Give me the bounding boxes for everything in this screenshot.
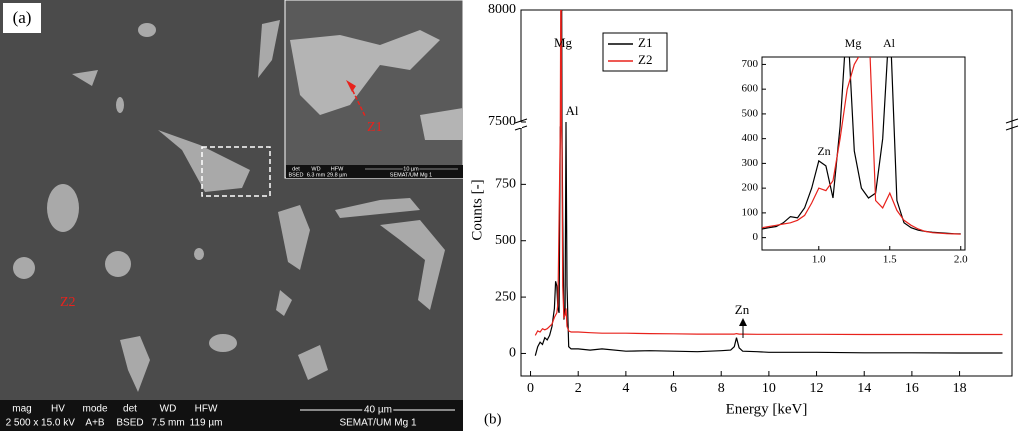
x-axis-title: Energy [keV] xyxy=(726,401,808,417)
zone-label: Z2 xyxy=(60,295,76,310)
databar-value: 7.5 mm xyxy=(151,418,184,429)
y-tick-label: 0 xyxy=(509,346,516,361)
databar-value: 119 µm xyxy=(190,418,223,429)
legend-label: Z2 xyxy=(638,52,652,67)
y-tick-label: 0 xyxy=(753,231,759,243)
y-tick-label: 600 xyxy=(742,83,759,95)
spectrum-chart: 0 250 500 750 7500 8000 0 2 4 6 8 10 12 14 16 18 Energy … xyxy=(469,2,1019,427)
databar-key: WD xyxy=(160,404,177,415)
databar-key: det xyxy=(292,166,300,172)
databar-key: HFW xyxy=(331,166,344,172)
x-tick-label: 1.0 xyxy=(812,254,826,266)
break-gap xyxy=(520,122,522,128)
spectrum-line xyxy=(534,10,1003,336)
x-tick-label: 6 xyxy=(670,381,677,396)
inset-frame xyxy=(761,56,966,251)
databar-value: 15.0 kV xyxy=(41,418,75,429)
y-tick-label: 100 xyxy=(742,206,759,218)
scale-label: 10 µm xyxy=(403,166,419,172)
x-tick-label: 16 xyxy=(905,381,919,396)
y-tick-label: 7500 xyxy=(488,114,516,129)
panel-label: (a) xyxy=(13,8,32,27)
panel-label: (b) xyxy=(484,411,502,427)
databar-key: WD xyxy=(311,166,320,172)
zoom-box xyxy=(201,146,271,197)
inset-particle xyxy=(290,30,440,115)
zone-label: Z1 xyxy=(367,120,383,135)
annotation: Al xyxy=(566,103,579,118)
x-tick-label: 0 xyxy=(527,381,534,396)
annotation: Al xyxy=(883,36,896,50)
y-tick-label: 500 xyxy=(742,107,759,119)
y-tick-label: 250 xyxy=(495,289,516,304)
databar-value: BSED xyxy=(289,172,304,178)
x-tick-label: 12 xyxy=(810,381,824,396)
inset-particle xyxy=(420,108,463,140)
arrow-head xyxy=(739,318,747,326)
legend-label: Z1 xyxy=(638,35,652,50)
y-tick-label: 500 xyxy=(495,233,516,248)
databar-value: 29.8 µm xyxy=(327,172,347,178)
databar-value: A+B xyxy=(85,418,105,429)
databar-value: 6.3 mm xyxy=(307,172,326,178)
databar-key: HV xyxy=(51,404,65,415)
x-tick-label: 18 xyxy=(953,381,967,396)
y-tick-label: 400 xyxy=(742,132,759,144)
annotation: Mg xyxy=(554,35,573,50)
x-tick-label: 2.0 xyxy=(954,254,968,266)
pointer-head xyxy=(346,80,356,92)
x-tick-label: 4 xyxy=(622,381,629,396)
databar-lab: SEMAT/UM Mg 1 xyxy=(339,418,416,429)
y-tick-label: 750 xyxy=(495,177,516,192)
y-axis-title: Counts [-] xyxy=(469,179,485,240)
databar-key: mode xyxy=(82,404,107,415)
y-tick-label: 300 xyxy=(742,157,759,169)
x-tick-label: 14 xyxy=(857,381,871,396)
databar-key: HFW xyxy=(195,404,218,415)
annotation: Mg xyxy=(845,36,862,50)
plot-frame xyxy=(520,9,1013,377)
databar-key: mag xyxy=(12,404,31,415)
databar-lab: SEMAT/UM Mg 1 xyxy=(390,172,432,178)
databar-value: BSED xyxy=(116,418,143,429)
legend-box xyxy=(602,32,668,72)
x-tick-label: 10 xyxy=(762,381,776,396)
annotation: Zn xyxy=(735,302,750,317)
databar-key: det xyxy=(123,404,137,415)
x-tick-label: 1.5 xyxy=(883,254,897,266)
databar-value: 2 500 x xyxy=(6,418,39,429)
x-tick-label: 2 xyxy=(575,381,582,396)
annotation: Zn xyxy=(817,144,830,158)
panel-tag xyxy=(3,3,41,33)
databar: mag 2 500 x HV 15.0 kV mode A+B det BSED WD 7.5 m… xyxy=(0,400,463,431)
scale-label: 40 µm xyxy=(364,405,392,416)
y-tick-label: 700 xyxy=(742,58,759,70)
x-tick-label: 8 xyxy=(718,381,725,396)
y-tick-label: 8000 xyxy=(488,2,516,17)
spectrum-line xyxy=(762,57,961,235)
y-tick-label: 200 xyxy=(742,182,759,194)
